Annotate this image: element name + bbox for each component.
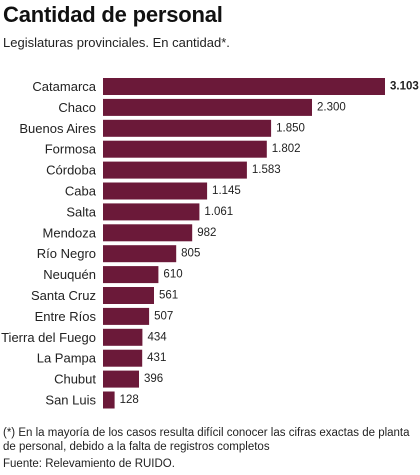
category-label-mendoza: Mendoza: [43, 225, 97, 240]
category-label-chaco: Chaco: [58, 100, 96, 115]
category-label-entre-rios: Entre Ríos: [35, 309, 97, 324]
chart-subtitle: Legislaturas provinciales. En cantidad*.: [3, 35, 230, 50]
value-label-salta: 1.061: [204, 206, 233, 218]
category-label-cordoba: Córdoba: [46, 163, 97, 178]
value-label-san-luis: 128: [120, 394, 139, 406]
value-label-catamarca: 3.103: [390, 81, 419, 93]
category-label-caba: Caba: [65, 184, 97, 199]
value-label-la-pampa: 431: [147, 352, 166, 364]
category-label-tierra-del-fuego: Tierra del Fuego: [1, 330, 96, 345]
value-label-neuquen: 610: [163, 269, 182, 281]
bar-formosa: [103, 140, 267, 158]
value-label-cordoba: 1.583: [252, 164, 281, 176]
bar-caba: [103, 182, 208, 200]
category-label-formosa: Formosa: [45, 142, 97, 157]
category-label-catamarca: Catamarca: [32, 79, 96, 94]
category-label-rio-negro: Río Negro: [37, 246, 96, 261]
value-label-rio-negro: 805: [181, 248, 200, 260]
value-label-caba: 1.145: [212, 185, 241, 197]
value-label-buenos-aires: 1.850: [276, 122, 305, 134]
bar-cordoba: [103, 161, 247, 179]
value-label-mendoza: 982: [197, 227, 216, 239]
value-label-tierra-del-fuego: 434: [147, 331, 167, 343]
value-label-entre-rios: 507: [154, 310, 173, 322]
bar-rio-negro: [103, 245, 177, 263]
category-label-salta: Salta: [66, 204, 96, 219]
footnote: (*) En la mayoría de los casos resulta d…: [3, 427, 410, 453]
bar-santa-cruz: [103, 287, 154, 304]
bar-chubut: [103, 370, 139, 388]
bar-salta: [103, 203, 200, 221]
bar-buenos-aires: [103, 119, 272, 137]
bar-neuquen: [103, 266, 159, 284]
bar-mendoza: [103, 224, 193, 242]
value-label-formosa: 1.802: [272, 143, 301, 155]
bar-chaco: [103, 98, 312, 116]
bar-tierra-del-fuego: [103, 328, 143, 346]
value-label-chaco: 2.300: [317, 101, 346, 113]
value-label-santa-cruz: 561: [159, 290, 178, 302]
category-label-la-pampa: La Pampa: [37, 351, 97, 366]
bar-san-luis: [103, 391, 115, 409]
bar-catamarca: [103, 78, 385, 95]
category-label-buenos-aires: Buenos Aires: [19, 121, 96, 136]
bar-chart: Catamarca 3.103 Chaco 2.300 Buenos Aires 1.85…: [1, 78, 419, 409]
value-label-chubut: 396: [144, 373, 163, 385]
category-label-san-luis: San Luis: [45, 393, 96, 408]
chart-title: Cantidad de personal: [3, 2, 223, 27]
category-label-chubut: Chubut: [54, 372, 96, 387]
source-note: Fuente: Relevamiento de RUIDO.: [3, 458, 175, 470]
bar-entre-rios: [103, 307, 150, 325]
category-label-santa-cruz: Santa Cruz: [31, 288, 96, 303]
bar-la-pampa: [103, 349, 143, 367]
category-label-neuquen: Neuquén: [43, 267, 96, 282]
